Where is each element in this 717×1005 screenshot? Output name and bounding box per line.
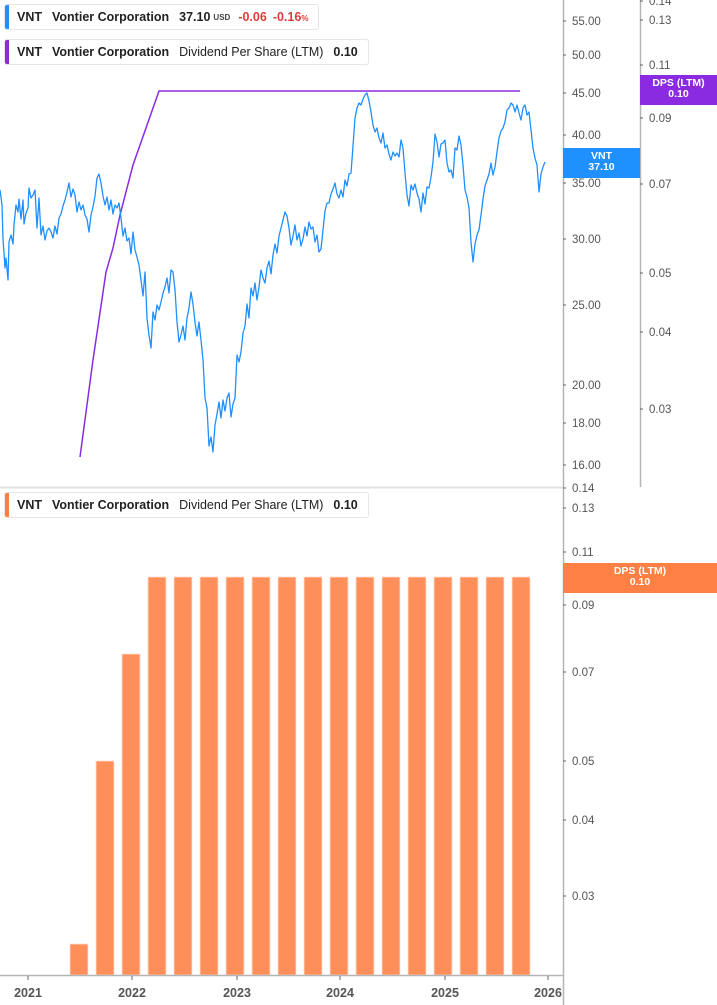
legend-price-value: 37.10 xyxy=(179,10,211,24)
svg-text:0.03: 0.03 xyxy=(649,404,671,416)
legend-ticker: VNT xyxy=(17,10,42,24)
svg-text:0.05: 0.05 xyxy=(572,756,594,768)
legend-pct-sign: % xyxy=(301,14,309,23)
svg-text:20.00: 20.00 xyxy=(572,380,601,392)
svg-text:0.14: 0.14 xyxy=(649,0,672,8)
legend-price[interactable]: VNT Vontier Corporation 37.10 USD -0.06 … xyxy=(4,4,320,30)
svg-text:2021: 2021 xyxy=(14,986,42,1000)
price-flag: VNT 37.10 xyxy=(563,148,640,178)
svg-text:50.00: 50.00 xyxy=(572,50,601,62)
legend-metric: Dividend Per Share (LTM) xyxy=(179,45,324,59)
svg-text:0.03: 0.03 xyxy=(572,891,594,903)
legend-dps-bottom-color xyxy=(5,493,9,517)
dps-flag-bottom: DPS (LTM) 0.10 xyxy=(563,563,717,593)
svg-text:0.07: 0.07 xyxy=(649,179,671,191)
svg-text:0.04: 0.04 xyxy=(572,815,595,827)
legend-ticker: VNT xyxy=(17,498,42,512)
legend-ticker: VNT xyxy=(17,45,42,59)
legend-company-name: Vontier Corporation xyxy=(52,498,170,512)
price-line xyxy=(0,92,546,453)
dps-bars xyxy=(69,576,531,976)
legend-dps-top[interactable]: VNT Vontier Corporation Dividend Per Sha… xyxy=(4,39,369,65)
svg-text:2022: 2022 xyxy=(118,986,146,1000)
svg-text:0.04: 0.04 xyxy=(649,327,672,339)
svg-text:2025: 2025 xyxy=(431,986,459,1000)
svg-text:0.13: 0.13 xyxy=(649,15,671,27)
price-flag-value: 37.10 xyxy=(588,161,615,173)
legend-metric-value: 0.10 xyxy=(333,45,358,59)
legend-metric-value: 0.10 xyxy=(333,498,358,512)
svg-text:18.00: 18.00 xyxy=(572,418,601,430)
dps-flag-bottom-value: 0.10 xyxy=(629,576,651,588)
legend-company-name: Vontier Corporation xyxy=(52,45,170,59)
svg-text:45.00: 45.00 xyxy=(572,88,601,100)
svg-text:35.00: 35.00 xyxy=(572,178,601,190)
svg-text:0.09: 0.09 xyxy=(649,113,671,125)
x-axis-ticks: 2021 2022 2023 2024 2025 2026 xyxy=(14,976,562,1000)
svg-text:0.05: 0.05 xyxy=(649,268,671,280)
svg-text:40.00: 40.00 xyxy=(572,130,601,142)
legend-change: -0.06 xyxy=(238,10,267,24)
dps-flag-top-label: DPS (LTM) xyxy=(652,77,705,89)
legend-currency: USD xyxy=(213,12,231,22)
svg-text:0.11: 0.11 xyxy=(649,60,671,72)
dps-axis-ticks: 0.14 0.13 0.11 0.09 0.07 0.05 0.04 0.03 xyxy=(640,0,672,416)
svg-text:0.07: 0.07 xyxy=(572,667,594,679)
dps-flag-top: DPS (LTM) 0.10 xyxy=(640,75,717,105)
legend-dps-bottom[interactable]: VNT Vontier Corporation Dividend Per Sha… xyxy=(4,492,369,518)
svg-text:0.11: 0.11 xyxy=(572,547,594,559)
dps-flag-top-value: 0.10 xyxy=(668,88,689,100)
svg-text:0.14: 0.14 xyxy=(572,483,595,495)
legend-company-name: Vontier Corporation xyxy=(52,10,170,24)
legend-change-pct-value: -0.16 xyxy=(272,10,302,24)
price-axis-ticks: 55.00 50.00 45.00 40.00 35.00 30.00 25.0… xyxy=(563,16,601,472)
svg-text:55.00: 55.00 xyxy=(572,16,601,28)
svg-text:2024: 2024 xyxy=(326,986,354,1000)
svg-text:0.13: 0.13 xyxy=(572,503,594,515)
price-flag-ticker: VNT xyxy=(591,150,612,162)
svg-text:25.00: 25.00 xyxy=(572,300,601,312)
legend-price-color xyxy=(5,5,9,29)
svg-text:2023: 2023 xyxy=(223,986,251,1000)
dps-flag-bottom-label: DPS (LTM) xyxy=(613,565,667,577)
legend-change-pct: -0.16% xyxy=(273,10,309,24)
svg-text:30.00: 30.00 xyxy=(572,234,601,246)
legend-dps-color xyxy=(5,40,9,64)
legend-metric: Dividend Per Share (LTM) xyxy=(179,498,324,512)
svg-text:2026: 2026 xyxy=(534,986,562,1000)
dps-line xyxy=(79,90,520,458)
svg-text:16.00: 16.00 xyxy=(572,460,601,472)
svg-text:0.09: 0.09 xyxy=(572,600,594,612)
bottom-axis-ticks: 0.14 0.13 0.11 0.09 0.07 0.05 0.04 0.03 xyxy=(563,483,595,903)
